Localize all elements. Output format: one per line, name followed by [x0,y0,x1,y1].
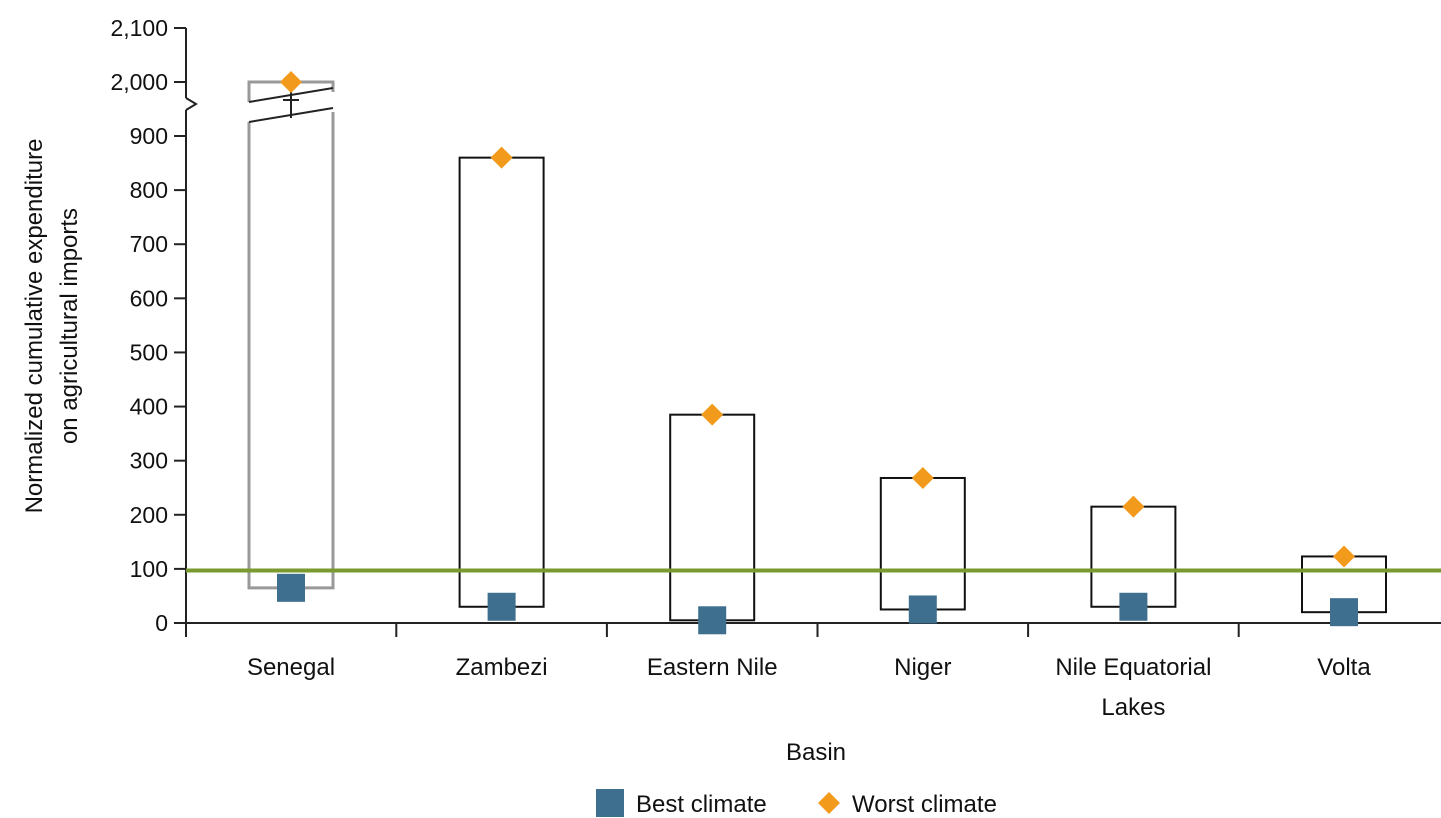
y-tick-label: 300 [130,448,168,474]
range-box [458,156,545,608]
worst-climate-marker [280,71,302,93]
y-tick-label: 200 [130,502,168,528]
category-label: Zambezi [456,654,548,681]
category-label: Eastern Nile [647,654,778,681]
worst-climate-marker [490,146,513,169]
y-tick-label: 800 [130,177,168,203]
category-label: Volta [1317,654,1371,681]
worst-climate-marker [701,403,724,426]
y-tick-label: 600 [130,285,168,311]
range-box [1090,505,1177,608]
worst-climate-marker [911,466,934,489]
y-axis-title: Normalized cumulative expenditure [21,139,48,514]
y-tick-label: 500 [130,339,168,365]
category-label: Nile Equatorial [1055,654,1211,681]
y-axis-break [185,97,198,111]
worst-climate-marker [1122,495,1145,518]
best-climate-marker [1119,592,1148,621]
legend-worst-climate-label: Worst climate [852,791,997,818]
worst-climate-marker [1333,545,1355,568]
range-box [879,476,966,611]
range-boxes [247,80,1387,622]
legend-worst-climate-swatch [818,792,840,814]
category-label: Niger [894,654,951,681]
best-climate-marker [698,606,727,635]
range-box [247,80,335,590]
y-tick-label: 100 [130,556,168,582]
range-box [669,413,756,622]
category-label: Lakes [1101,694,1165,721]
legend: Best climate Worst climate [596,789,997,818]
markers [186,71,1441,635]
best-climate-marker [1330,598,1358,627]
legend-best-climate-swatch [596,789,624,817]
best-climate-marker [277,573,305,602]
y-tick-label: 900 [130,123,168,149]
labels: 0 100 200 300 400 500 600 700 800 900 2,000 2,100 Se… [21,15,1371,766]
y-tick-label: 700 [130,231,168,257]
y-tick-label: 400 [130,394,168,420]
best-climate-marker [487,592,516,621]
best-climate-marker [908,595,937,624]
y-tick-label: 0 [155,610,168,636]
legend-best-climate-label: Best climate [636,791,767,818]
x-axis-title: Basin [786,739,846,766]
y-tick-label: 2,100 [110,15,168,41]
axes [174,27,1441,637]
y-tick-label: 2,000 [110,69,168,95]
y-axis-title: on agricultural imports [56,208,83,444]
category-label: Senegal [247,654,335,681]
